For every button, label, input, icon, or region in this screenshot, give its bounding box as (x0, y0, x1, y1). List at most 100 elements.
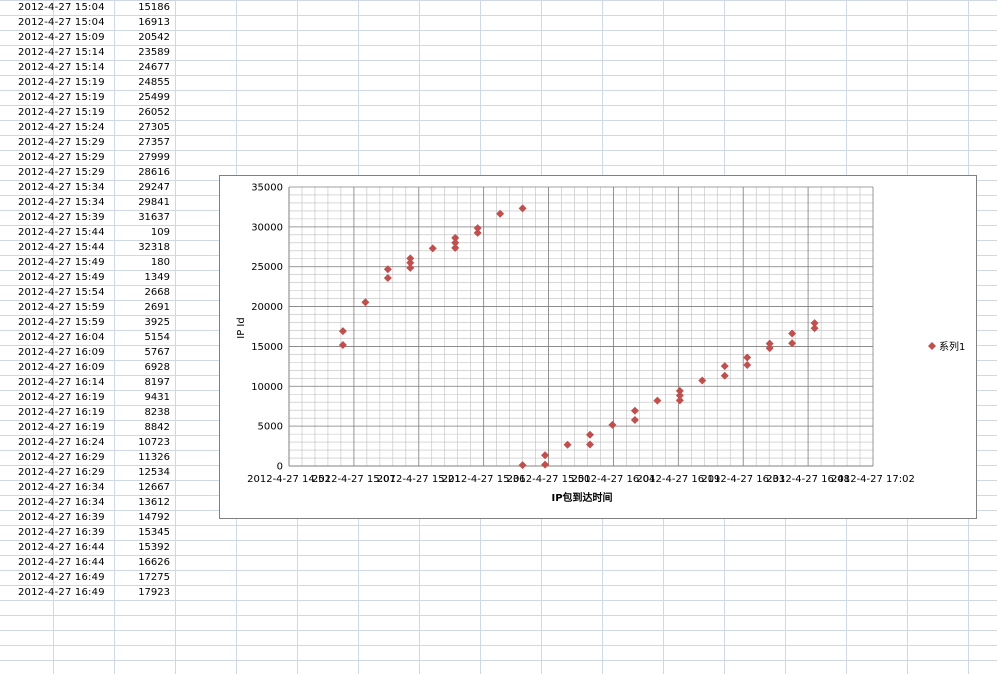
time-cell[interactable]: 2012-4-27 16:09 (18, 347, 105, 358)
y-tick-label: 35000 (251, 183, 283, 194)
value-cell[interactable]: 2691 (144, 302, 170, 313)
time-cell[interactable]: 2012-4-27 15:14 (18, 47, 105, 58)
value-cell[interactable]: 8238 (144, 407, 170, 418)
time-cell[interactable]: 2012-4-27 16:04 (18, 332, 105, 343)
value-cell[interactable]: 13612 (138, 497, 170, 508)
value-cell[interactable]: 180 (150, 257, 170, 268)
time-cell[interactable]: 2012-4-27 15:34 (18, 197, 105, 208)
value-cell[interactable]: 17275 (138, 572, 170, 583)
time-cell[interactable]: 2012-4-27 16:49 (18, 572, 105, 583)
value-cell[interactable]: 10723 (138, 437, 170, 448)
value-cell[interactable]: 5767 (144, 347, 170, 358)
time-cell[interactable]: 2012-4-27 16:29 (18, 452, 105, 463)
time-cell[interactable]: 2012-4-27 15:29 (18, 152, 105, 163)
y-tick-label: 10000 (251, 382, 283, 393)
time-cell[interactable]: 2012-4-27 15:54 (18, 287, 105, 298)
time-cell[interactable]: 2012-4-27 16:39 (18, 512, 105, 523)
value-cell[interactable]: 27305 (138, 122, 170, 133)
time-cell[interactable]: 2012-4-27 15:09 (18, 32, 105, 43)
data-point (496, 209, 505, 218)
value-cell[interactable]: 12534 (138, 467, 170, 478)
value-cell[interactable]: 11326 (138, 452, 170, 463)
time-cell[interactable]: 2012-4-27 16:14 (18, 377, 105, 388)
value-cell[interactable]: 109 (150, 227, 170, 238)
time-cell[interactable]: 2012-4-27 16:44 (18, 542, 105, 553)
value-cell[interactable]: 26052 (138, 107, 170, 118)
time-cell[interactable]: 2012-4-27 15:39 (18, 212, 105, 223)
x-tick-label: 2012-4-27 14:52 (247, 474, 331, 485)
value-cell[interactable]: 32318 (138, 242, 170, 253)
time-cell[interactable]: 2012-4-27 15:19 (18, 107, 105, 118)
time-cell[interactable]: 2012-4-27 16:44 (18, 557, 105, 568)
value-cell[interactable]: 3925 (144, 317, 170, 328)
value-cell[interactable]: 29841 (138, 197, 170, 208)
y-tick-labels: 0 5000 10000 15000 20000 25000 30000 35000 (251, 183, 283, 473)
y-tick-label: 5000 (258, 422, 283, 433)
time-cell[interactable]: 2012-4-27 15:59 (18, 302, 105, 313)
value-cell[interactable]: 31637 (138, 212, 170, 223)
value-cell[interactable]: 8842 (144, 422, 170, 433)
value-cell[interactable]: 9431 (144, 392, 170, 403)
time-cell[interactable]: 2012-4-27 16:49 (18, 587, 105, 598)
time-cell[interactable]: 2012-4-27 16:39 (18, 527, 105, 538)
time-cell[interactable]: 2012-4-27 16:34 (18, 482, 105, 493)
value-cell[interactable]: 8197 (144, 377, 170, 388)
time-cell[interactable]: 2012-4-27 16:34 (18, 497, 105, 508)
y-tick-label: 15000 (251, 342, 283, 353)
data-point (383, 273, 392, 282)
value-cell[interactable]: 1349 (144, 272, 170, 283)
time-cell[interactable]: 2012-4-27 15:14 (18, 62, 105, 73)
value-cell[interactable]: 6928 (144, 362, 170, 373)
value-cell[interactable]: 15392 (138, 542, 170, 553)
value-cell[interactable]: 27999 (138, 152, 170, 163)
chart-area[interactable]: 0 5000 10000 15000 20000 25000 30000 35000 2012… (219, 175, 977, 519)
value-cell[interactable]: 20542 (138, 32, 170, 43)
value-cell[interactable]: 14792 (138, 512, 170, 523)
legend-marker (928, 342, 936, 350)
x-tick-label: 2012-4-27 16:04 (572, 474, 656, 485)
time-cell[interactable]: 2012-4-27 16:29 (18, 467, 105, 478)
time-cell[interactable]: 2012-4-27 15:19 (18, 77, 105, 88)
value-cell[interactable]: 12667 (138, 482, 170, 493)
time-cell[interactable]: 2012-4-27 15:44 (18, 242, 105, 253)
time-cell[interactable]: 2012-4-27 15:04 (18, 17, 105, 28)
data-point (788, 339, 797, 348)
data-point (383, 265, 392, 274)
value-cell[interactable]: 24677 (138, 62, 170, 73)
time-cell[interactable]: 2012-4-27 15:34 (18, 182, 105, 193)
data-points (338, 204, 819, 470)
time-cell[interactable]: 2012-4-27 15:44 (18, 227, 105, 238)
data-point (810, 319, 819, 328)
value-cell[interactable]: 17923 (138, 587, 170, 598)
time-cell[interactable]: 2012-4-27 15:59 (18, 317, 105, 328)
time-cell[interactable]: 2012-4-27 15:49 (18, 257, 105, 268)
x-tick-label: 2012-4-27 17:02 (831, 474, 915, 485)
time-cell[interactable]: 2012-4-27 15:24 (18, 122, 105, 133)
data-point (608, 420, 617, 429)
time-cell[interactable]: 2012-4-27 16:09 (18, 362, 105, 373)
value-cell[interactable]: 5154 (144, 332, 170, 343)
time-cell[interactable]: 2012-4-27 16:19 (18, 407, 105, 418)
value-cell[interactable]: 23589 (138, 47, 170, 58)
value-cell[interactable]: 27357 (138, 137, 170, 148)
value-cell[interactable]: 24855 (138, 77, 170, 88)
time-cell[interactable]: 2012-4-27 15:29 (18, 137, 105, 148)
value-cell[interactable]: 15186 (138, 2, 170, 13)
time-cell[interactable]: 2012-4-27 16:19 (18, 392, 105, 403)
value-cell[interactable]: 25499 (138, 92, 170, 103)
time-cell[interactable]: 2012-4-27 15:49 (18, 272, 105, 283)
time-cell[interactable]: 2012-4-27 15:19 (18, 92, 105, 103)
value-cell[interactable]: 16626 (138, 557, 170, 568)
value-cell[interactable]: 28616 (138, 167, 170, 178)
value-cell[interactable]: 2668 (144, 287, 170, 298)
time-cell[interactable]: 2012-4-27 15:04 (18, 2, 105, 13)
value-cell[interactable]: 29247 (138, 182, 170, 193)
x-tick-label: 2012-4-27 15:50 (507, 474, 591, 485)
time-cell[interactable]: 2012-4-27 16:19 (18, 422, 105, 433)
data-point (361, 298, 370, 307)
time-cell[interactable]: 2012-4-27 16:24 (18, 437, 105, 448)
value-cell[interactable]: 15345 (138, 527, 170, 538)
value-cell[interactable]: 16913 (138, 17, 170, 28)
time-cell[interactable]: 2012-4-27 15:29 (18, 167, 105, 178)
